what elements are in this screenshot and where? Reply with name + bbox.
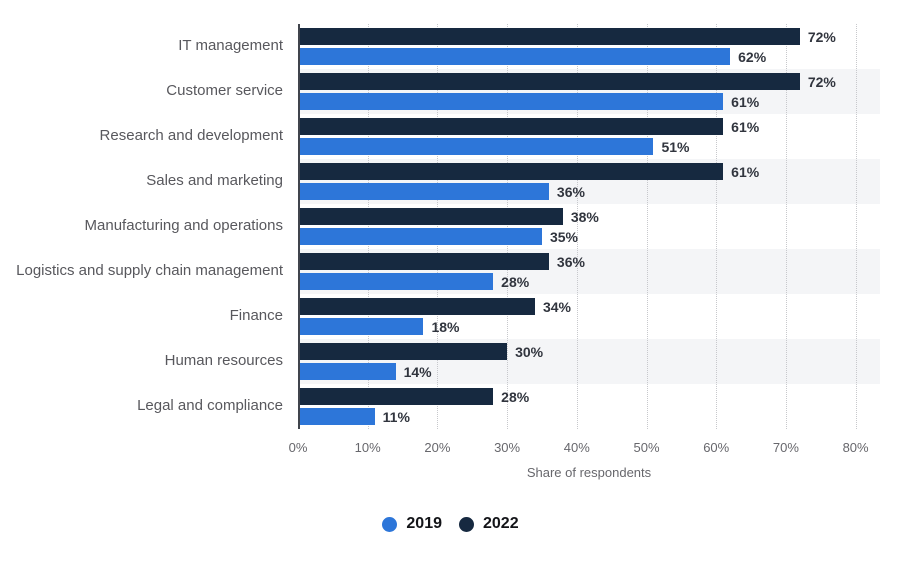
bar-2022-sales-and-marketing[interactable]: 61% (298, 163, 759, 180)
x-tick-label-40: 40% (563, 440, 590, 455)
legend-label: 2019 (406, 515, 442, 532)
bar-2019-legal-and-compliance[interactable]: 11% (298, 408, 410, 425)
gridline-60 (716, 24, 718, 429)
category-row-sales-and-marketing: Sales and marketing 61% 36% (0, 159, 880, 204)
x-tick-label-80: 80% (842, 440, 869, 455)
category-label: Customer service (166, 82, 283, 100)
x-axis-title: Share of respondents (526, 465, 652, 480)
gridline-50 (646, 24, 648, 429)
category-row-logistics-and-supply-chain-management: Logistics and supply chain management 36%… (0, 249, 880, 294)
category-band: 30% 14% (298, 339, 880, 384)
bar-2019-sales-and-marketing[interactable]: 36% (298, 183, 585, 200)
category-band: 72% 62% (298, 24, 880, 69)
bar-2022-customer-service[interactable]: 72% (298, 73, 836, 90)
x-tick-label-30: 30% (494, 440, 521, 455)
value-label: 61% (731, 163, 760, 180)
category-label: IT management (178, 37, 283, 55)
category-row-manufacturing-and-operations: Manufacturing and operations 38% 35% (0, 204, 880, 249)
legend-swatch-icon (382, 516, 398, 532)
category-label: Sales and marketing (146, 172, 283, 190)
category-label: Finance (229, 307, 283, 325)
category-band: 61% 36% (298, 159, 880, 204)
x-tick-label-10: 10% (354, 440, 381, 455)
category-row-legal-and-compliance: Legal and compliance 28% 11% (0, 384, 880, 429)
category-band: 72% 61% (298, 69, 880, 114)
value-label: 30% (515, 343, 544, 360)
value-label: 35% (549, 228, 578, 245)
value-label: 61% (731, 118, 760, 135)
category-row-customer-service: Customer service 72% 61% (0, 69, 880, 114)
x-axis-ticks: 0% 10% 20% 30% 40% 50% 60% 70% 80% (289, 440, 880, 456)
category-label: Human resources (164, 352, 283, 370)
value-label: 11% (382, 408, 410, 425)
category-band: 61% 51% (298, 114, 880, 159)
value-label: 36% (556, 253, 585, 270)
legend-label: 2022 (483, 515, 519, 532)
category-band: 36% 28% (298, 249, 880, 294)
category-band: 28% 11% (298, 384, 880, 429)
x-tick-label-50: 50% (633, 440, 660, 455)
legend-item-2019[interactable]: 2019 (382, 515, 442, 533)
bar-2019-finance[interactable]: 18% (298, 318, 459, 335)
gridline-40 (576, 24, 578, 429)
value-label: 72% (807, 28, 836, 45)
bar-2022-human-resources[interactable]: 30% (298, 343, 543, 360)
category-rows: IT management 72% 62% Customer service 72% 61… (0, 24, 880, 429)
gridline-70 (785, 24, 787, 429)
bar-2022-research-and-development[interactable]: 61% (298, 118, 759, 135)
gridline-10 (367, 24, 369, 429)
legend-swatch-icon (459, 516, 474, 532)
value-label: 36% (556, 183, 585, 200)
category-row-it-management: IT management 72% 62% (0, 24, 880, 69)
value-label: 34% (542, 298, 571, 315)
bar-2019-human-resources[interactable]: 14% (298, 363, 432, 380)
x-tick-label-60: 60% (703, 440, 730, 455)
category-label: Manufacturing and operations (84, 217, 283, 235)
value-label: 51% (661, 138, 690, 155)
category-band: 34% 18% (298, 294, 880, 339)
value-label: 14% (403, 363, 432, 380)
gridline-80 (855, 24, 857, 429)
gridline-30 (507, 24, 509, 429)
legend: 2019 2022 (0, 511, 901, 537)
value-label: 28% (501, 273, 530, 290)
x-tick-label-20: 20% (424, 440, 451, 455)
bar-2022-finance[interactable]: 34% (298, 298, 571, 315)
category-band: 38% 35% (298, 204, 880, 249)
bar-2019-manufacturing-and-operations[interactable]: 35% (298, 228, 578, 245)
bar-2019-customer-service[interactable]: 61% (298, 93, 759, 110)
gridline-20 (437, 24, 439, 429)
bar-2022-legal-and-compliance[interactable]: 28% (298, 388, 529, 405)
value-label: 28% (501, 388, 530, 405)
category-row-research-and-development: Research and development 61% 51% (0, 114, 880, 159)
value-label: 61% (731, 93, 760, 110)
y-axis-line (298, 24, 300, 429)
value-label: 62% (738, 48, 767, 65)
category-label: Legal and compliance (137, 397, 283, 415)
category-row-finance: Finance 34% 18% (0, 294, 880, 339)
bar-2022-it-management[interactable]: 72% (298, 28, 836, 45)
x-tick-label-70: 70% (772, 440, 799, 455)
legend-item-2022[interactable]: 2022 (459, 515, 519, 533)
value-label: 38% (570, 208, 599, 225)
bar-2019-logistics-and-supply-chain-management[interactable]: 28% (298, 273, 529, 290)
x-tick-label-0: 0% (288, 440, 308, 455)
category-row-human-resources: Human resources 30% 14% (0, 339, 880, 384)
plot-area: IT management 72% 62% Customer service 72% 61… (0, 24, 880, 429)
bar-2019-it-management[interactable]: 62% (298, 48, 766, 65)
value-label: 18% (431, 318, 460, 335)
bar-2022-logistics-and-supply-chain-management[interactable]: 36% (298, 253, 585, 270)
value-label: 72% (807, 73, 836, 90)
gridlines (298, 24, 880, 429)
bar-2019-research-and-development[interactable]: 51% (298, 138, 690, 155)
category-label: Research and development (99, 127, 283, 145)
category-label: Logistics and supply chain management (16, 262, 283, 280)
bar-2022-manufacturing-and-operations[interactable]: 38% (298, 208, 599, 225)
